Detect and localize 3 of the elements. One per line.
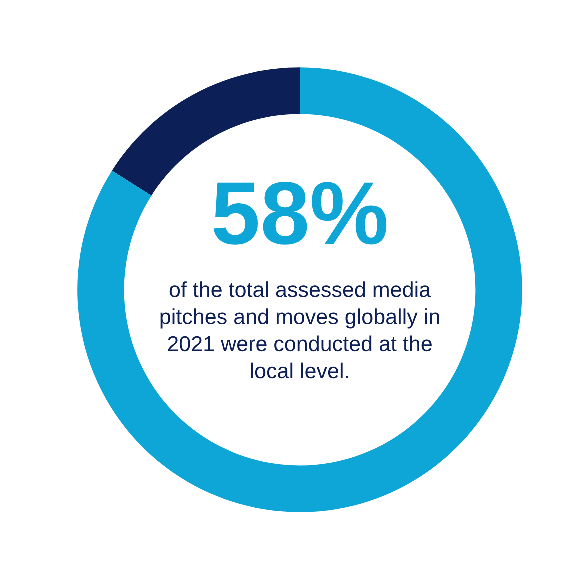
- donut-slice: [78, 68, 522, 512]
- text: 58%: [214, 182, 387, 245]
- text: of the total assessed media pitches and moves globally in 2021 were conducted at the local level.: [160, 282, 440, 379]
